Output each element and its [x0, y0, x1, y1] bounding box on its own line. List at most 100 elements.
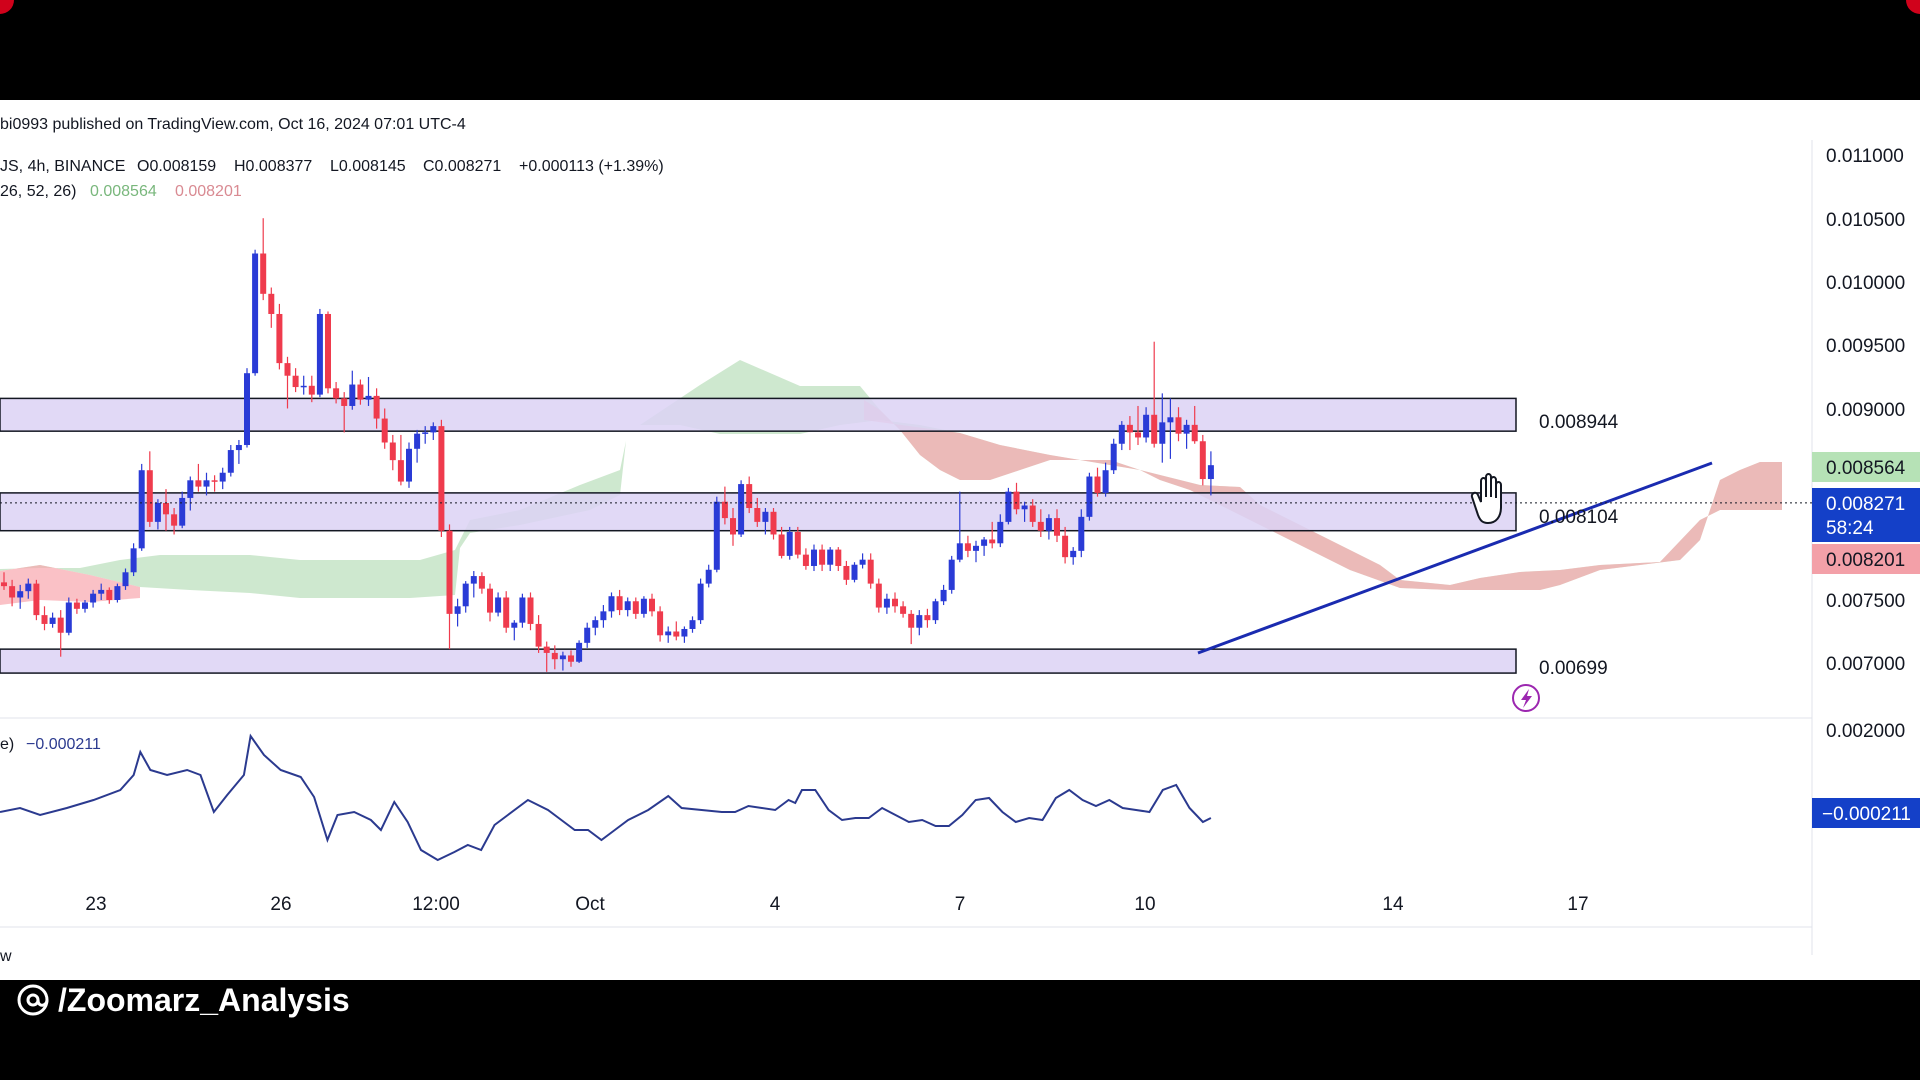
- price-tick-label: 0.007500: [1826, 591, 1905, 612]
- candle-body: [794, 531, 801, 555]
- candle-body: [997, 521, 1004, 544]
- candle-body: [592, 620, 599, 628]
- candle-body: [1078, 516, 1085, 551]
- candle-body: [146, 470, 153, 522]
- candle-body: [738, 484, 745, 535]
- candle-body: [470, 576, 477, 584]
- candle-body: [276, 313, 283, 364]
- candle-body: [608, 596, 615, 612]
- time-tick-label: 4: [770, 894, 781, 915]
- candle-body: [519, 597, 526, 623]
- price-tick-label: 0.009500: [1826, 336, 1905, 357]
- zone-label-bottom: 0.00699: [1539, 658, 1608, 679]
- candle-body: [948, 559, 955, 590]
- time-tick-label: 26: [270, 894, 291, 915]
- threads-logo-icon: [17, 984, 49, 1016]
- candle-body: [713, 501, 720, 570]
- candle-body: [932, 601, 939, 621]
- candle-body: [632, 601, 639, 614]
- candle-body: [559, 655, 566, 660]
- time-tick-label: 10: [1134, 894, 1155, 915]
- candle-body: [964, 543, 971, 551]
- support-resistance-zones: [0, 397, 1517, 674]
- ichimoku-cloud: [0, 360, 1782, 605]
- candle-body: [292, 375, 299, 388]
- publisher-line: bi0993 published on TradingView.com, Oct…: [0, 116, 466, 133]
- candle-body: [1005, 491, 1012, 522]
- candle-body: [981, 539, 988, 546]
- candle-body: [705, 569, 712, 584]
- candle-body: [154, 502, 161, 522]
- time-tick-label: 7: [955, 894, 966, 915]
- candle-body: [900, 606, 907, 614]
- candle-body: [1143, 414, 1150, 438]
- candle-body: [940, 589, 947, 602]
- candle-body: [252, 253, 259, 374]
- price-tick-label: 0.010500: [1826, 210, 1905, 231]
- candle-body: [325, 313, 331, 389]
- oscillator-label: e): [0, 736, 14, 753]
- candle-body: [657, 611, 664, 636]
- candle-body: [478, 576, 485, 589]
- candle-body: [487, 588, 493, 613]
- candle-body: [989, 539, 996, 544]
- candle-body: [1207, 465, 1214, 480]
- candle-body: [187, 480, 194, 498]
- candle-body: [811, 549, 817, 566]
- candle-body: [1045, 518, 1052, 531]
- candle-body: [1094, 476, 1101, 493]
- candle-body: [1118, 424, 1125, 444]
- candle-body: [867, 559, 874, 584]
- candle-body: [495, 597, 502, 613]
- candle-body: [859, 559, 866, 565]
- candle-body: [462, 583, 469, 607]
- candle-body: [576, 642, 583, 662]
- candle-body: [689, 620, 696, 629]
- ichimoku-lead-a: 0.008564: [90, 183, 157, 200]
- time-tick-label: 12:00: [412, 894, 460, 915]
- candle-body: [17, 591, 24, 598]
- candle-body: [770, 511, 777, 535]
- lead-b-badge: 0.008201: [1812, 544, 1920, 574]
- candle-body: [835, 549, 842, 566]
- candle-body: [33, 583, 40, 616]
- trend-line[interactable]: [1197, 461, 1713, 655]
- zone-label-mid: 0.008104: [1539, 507, 1619, 528]
- candle-body: [1013, 491, 1020, 510]
- candle-body: [924, 615, 931, 621]
- ohlc-change: +0.000113 (+1.39%): [519, 158, 664, 175]
- candle-body: [762, 511, 769, 522]
- lightning-icon[interactable]: [1512, 684, 1540, 712]
- svg-text:0.008271: 0.008271: [1826, 494, 1905, 515]
- candle-body: [138, 470, 145, 549]
- candle-body: [851, 564, 858, 580]
- watermark-text: /Zoomarz_Analysis: [58, 981, 350, 1018]
- candle-body: [1021, 505, 1028, 510]
- time-tick-label: 23: [85, 894, 106, 915]
- candle-body: [49, 617, 56, 624]
- candle-body: [875, 583, 882, 608]
- candlestick-series: [1, 218, 1214, 672]
- candle-body: [349, 384, 356, 406]
- candle-body: [535, 623, 542, 647]
- candle-body: [673, 631, 680, 637]
- candle-body: [1102, 470, 1109, 493]
- candle-body: [1062, 535, 1069, 558]
- candle-body: [235, 445, 242, 451]
- price-tick-label: 0.009000: [1826, 400, 1905, 421]
- ichimoku-params: 26, 52, 26): [0, 183, 77, 200]
- candle-body: [778, 534, 785, 556]
- candle-body: [414, 433, 421, 449]
- candle-body: [357, 384, 364, 400]
- ichimoku-lead-b: 0.008201: [175, 183, 242, 200]
- candle-body: [9, 586, 16, 598]
- candle-body: [300, 385, 307, 388]
- price-tick-label: 0.011000: [1826, 146, 1904, 167]
- candle-body: [65, 602, 72, 633]
- zone-label-top: 0.008944: [1539, 412, 1619, 433]
- candle-body: [511, 622, 518, 628]
- candle-body: [819, 549, 826, 565]
- candle-body: [730, 518, 736, 535]
- candle-body: [883, 598, 890, 608]
